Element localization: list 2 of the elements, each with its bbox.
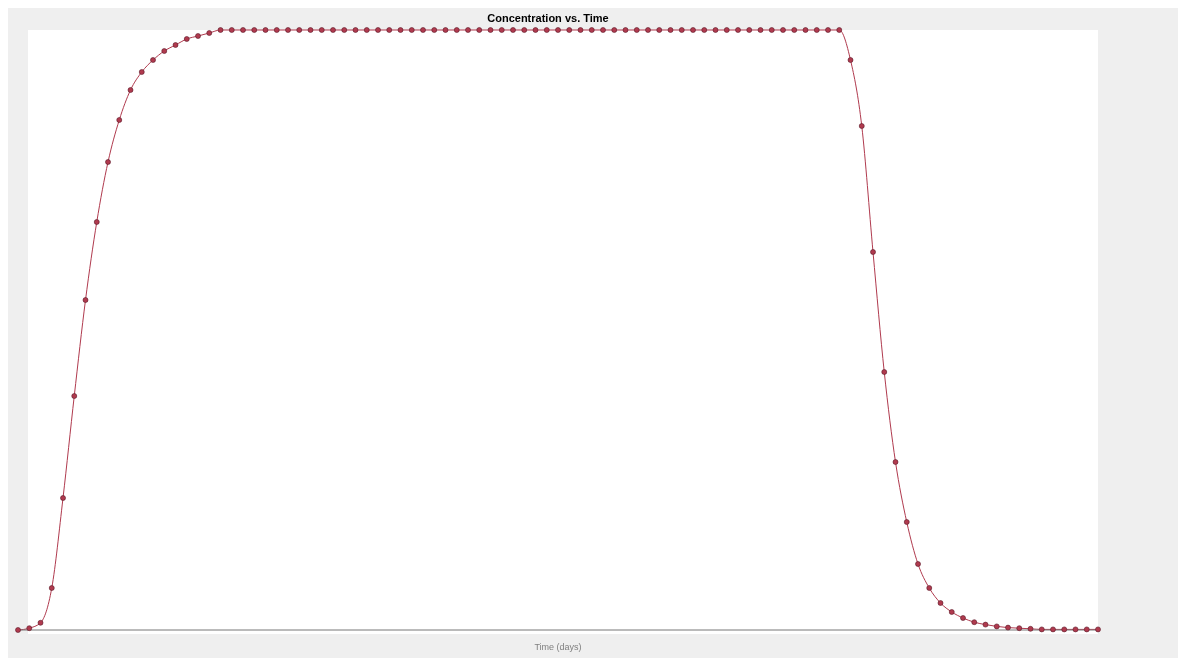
chart-title: Concentration vs. Time — [486, 12, 610, 24]
x-axis-title: Time (days) — [534, 642, 582, 652]
